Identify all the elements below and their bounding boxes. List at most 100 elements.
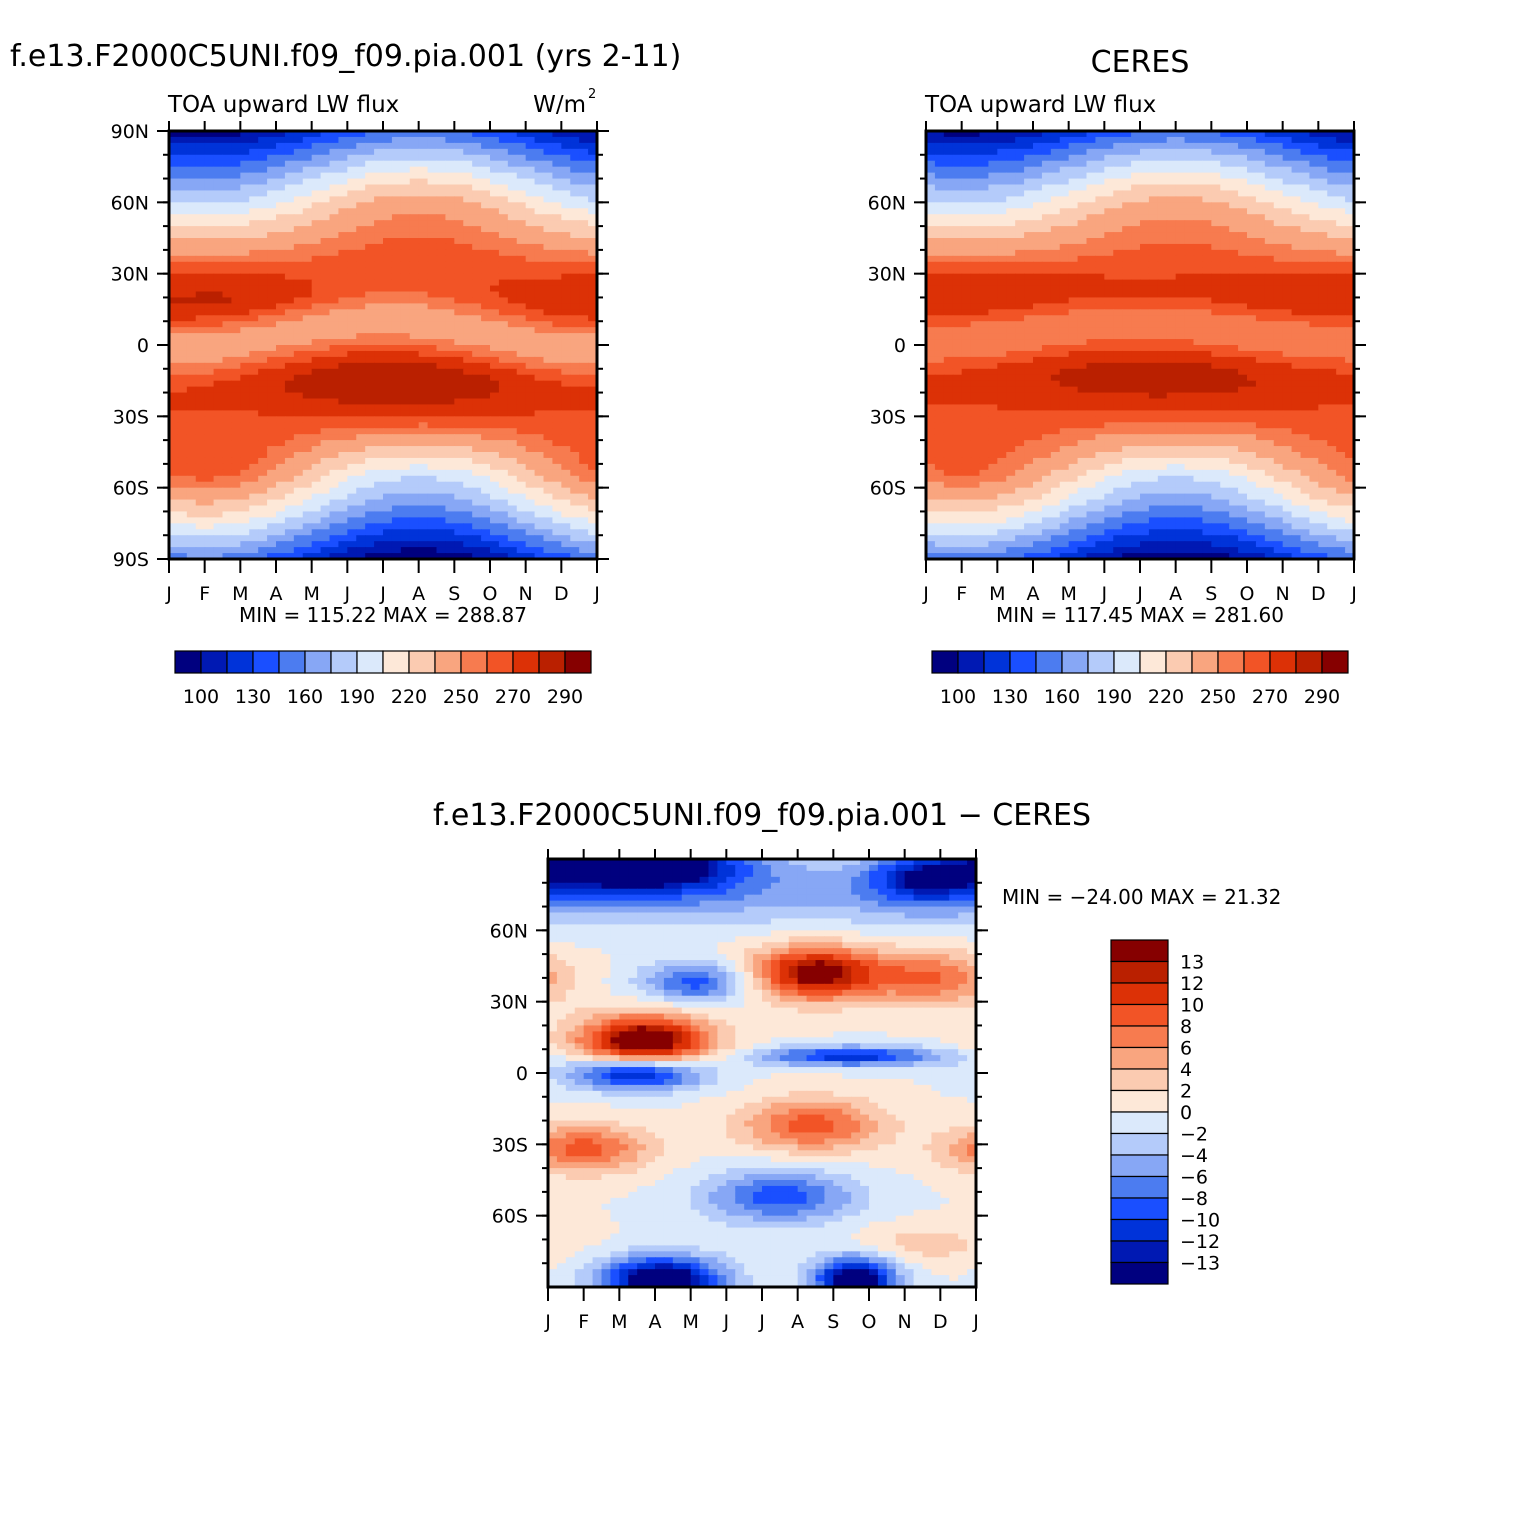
model-cell [552, 285, 562, 293]
model-cell [338, 261, 348, 269]
obs-cell [1086, 166, 1097, 174]
obs-cell [926, 303, 936, 310]
model-cell [374, 362, 384, 370]
model-cell [561, 178, 571, 186]
model-cell [436, 291, 447, 299]
model-cell [534, 273, 545, 281]
model-cell [293, 428, 304, 435]
model-cell [329, 184, 340, 192]
obs-cell [1068, 249, 1079, 257]
model-cell [258, 238, 268, 245]
model-cell [284, 166, 295, 174]
model-cell [498, 327, 509, 334]
model-cell [338, 368, 348, 376]
model-cell [293, 178, 304, 186]
model-cell [222, 220, 233, 227]
model-cell [302, 238, 313, 245]
model-cell [507, 398, 518, 406]
obs-cell [1202, 142, 1212, 150]
model-cell [427, 226, 438, 233]
obs-cell [997, 243, 1007, 251]
model-cell [427, 553, 438, 560]
obs-cell [1273, 261, 1284, 269]
obs-cell [1006, 285, 1016, 293]
model-cell [329, 297, 340, 304]
obs-cell [1068, 267, 1079, 275]
model-cell [284, 422, 295, 429]
obs-cell [1291, 255, 1302, 263]
model-cell [302, 356, 313, 364]
obs-cell [1309, 190, 1319, 197]
model-cell [231, 434, 241, 441]
obs-cell [1229, 148, 1239, 156]
model-cell [472, 142, 482, 150]
obs-cell [1255, 220, 1266, 227]
obs-cell [926, 190, 936, 197]
obs-cell [952, 220, 963, 227]
model-cell [383, 529, 393, 536]
model-cell [258, 523, 268, 530]
obs-cell [1229, 238, 1239, 245]
model-cell [490, 202, 500, 209]
model-cell [267, 243, 277, 251]
model-cell [436, 148, 447, 156]
model-cell [463, 404, 473, 411]
model-cell [311, 511, 322, 518]
model-cell [588, 249, 598, 257]
obs-cell [1086, 154, 1097, 162]
obs-cell [961, 166, 972, 174]
model-cell [320, 434, 331, 441]
model-cell [249, 184, 259, 192]
obs-cell [1327, 249, 1337, 257]
obs-cell [1264, 226, 1275, 233]
model-cell [418, 166, 429, 174]
model-cell [472, 386, 482, 394]
obs-cell [1291, 220, 1302, 227]
obs-cell [997, 238, 1007, 245]
model-cell [481, 541, 491, 548]
obs-cell [1211, 190, 1221, 197]
model-cell [258, 463, 268, 471]
model-cell [454, 481, 464, 489]
model-cell [498, 416, 509, 423]
model-cell [302, 541, 313, 548]
model-cell [383, 434, 393, 441]
model-cell [436, 499, 447, 507]
model-cell [231, 327, 241, 334]
model-cell [445, 297, 455, 304]
model-cell [347, 410, 357, 417]
model-cell [249, 356, 259, 364]
obs-cell [1050, 202, 1061, 209]
model-cell [561, 374, 571, 382]
model-cell [445, 184, 455, 192]
model-cell [472, 481, 482, 489]
model-cell [418, 386, 429, 394]
model-cell [427, 190, 438, 197]
model-cell [409, 190, 420, 197]
obs-cell [1309, 249, 1319, 257]
model-cell [356, 220, 366, 227]
model-cell [463, 535, 473, 542]
obs-cell [1318, 166, 1328, 174]
model-cell [490, 481, 500, 489]
model-cell [472, 452, 482, 459]
model-cell [570, 362, 580, 370]
model-cell [561, 136, 571, 144]
model-cell [570, 327, 580, 334]
obs-cell [1229, 178, 1239, 186]
model-cell [418, 547, 429, 554]
model-cell [543, 291, 554, 299]
model-cell [507, 481, 518, 489]
model-cell [311, 547, 322, 554]
obs-cell [979, 208, 990, 215]
model-cell [177, 315, 188, 322]
model-cell [356, 303, 366, 310]
model-cell [472, 214, 482, 221]
model-cell [320, 190, 331, 197]
model-cell [169, 214, 179, 221]
model-cell [436, 220, 447, 227]
obs-cell [1336, 178, 1346, 186]
obs-cell [1095, 273, 1105, 281]
obs-cell [1220, 196, 1230, 203]
obs-cell [1211, 142, 1221, 150]
